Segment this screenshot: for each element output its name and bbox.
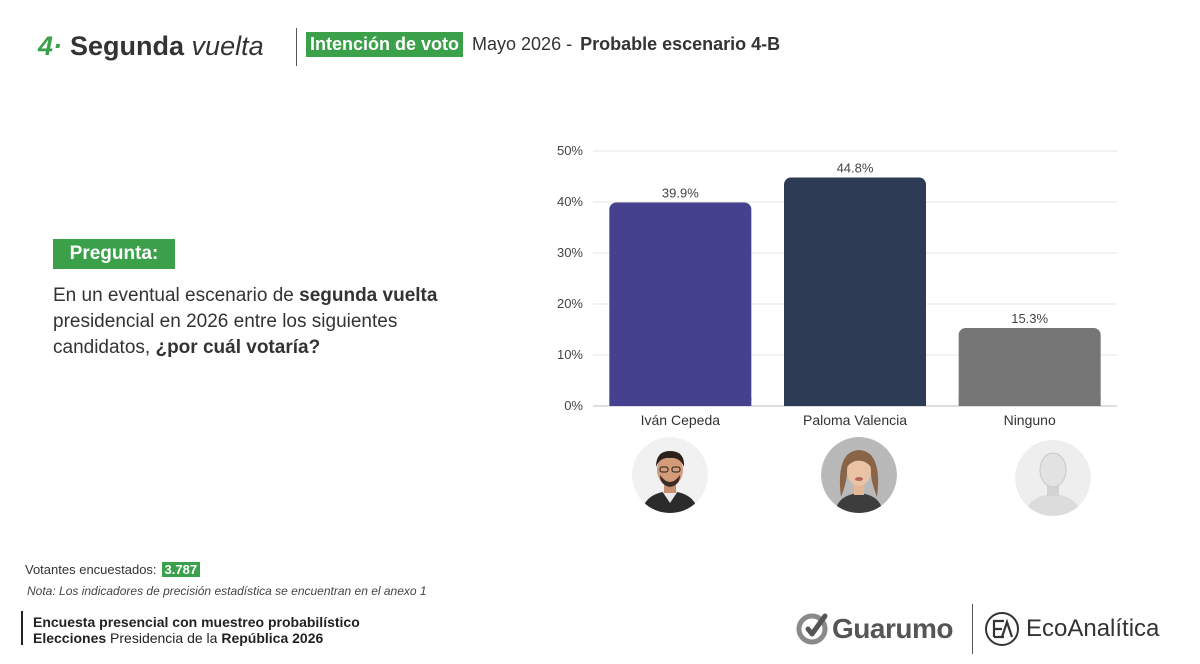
bar-base [958, 398, 1101, 406]
y-tick-label: 0% [564, 398, 583, 413]
paloma-valencia-photo-icon [821, 437, 897, 513]
section-number: 4· [38, 30, 63, 61]
bar-base [609, 398, 752, 406]
ninguno-mannequin-icon [1015, 440, 1091, 516]
guarumo-wordmark: Guarumo [832, 613, 953, 644]
y-tick-label: 10% [557, 347, 583, 362]
survey-scope-bold-1: Elecciones [33, 630, 107, 646]
ecoanalitica-logo: EcoAnalítica [984, 611, 1159, 647]
x-tick-label: Iván Cepeda [641, 412, 721, 428]
page-header: 4· Segunda vuelta [38, 26, 264, 66]
survey-info: Encuesta presencial con muestreo probabi… [33, 614, 360, 646]
scenario-label: Probable escenario 4-B [580, 34, 781, 54]
precision-note: Nota: Los indicadores de precisión estad… [27, 584, 427, 598]
data-label: 15.3% [1011, 311, 1048, 326]
question-bold-1: segunda vuelta [299, 285, 438, 306]
question-part-1: En un eventual escenario de [53, 285, 300, 306]
sample-value-badge: 3.787 [161, 562, 201, 577]
y-tick-label: 50% [557, 143, 583, 158]
y-tick-label: 20% [557, 296, 583, 311]
sample-size: Votantes encuestados: 3.787 [25, 562, 201, 577]
data-label: 44.8% [837, 161, 874, 176]
bar [958, 327, 1101, 406]
period-label: Mayo 2026 - [472, 34, 573, 54]
question-badge: Pregunta: [53, 239, 175, 269]
question-bold-2: ¿por cuál votaría? [155, 337, 321, 358]
x-tick-label: Ninguno [1004, 412, 1056, 428]
ecoanalitica-mark-icon [985, 612, 1019, 646]
survey-method: Encuesta presencial con muestreo probabi… [33, 614, 360, 630]
y-tick-label: 40% [557, 194, 583, 209]
bar [784, 177, 926, 406]
x-tick-label: Paloma Valencia [803, 412, 907, 428]
ecoanalitica-wordmark: EcoAnalítica [1026, 615, 1160, 642]
vote-intention-bar-chart: 0% 10% 20% 30% 40% 50% 39.9% Iván Cepeda 44.8% Pa… [557, 143, 1117, 428]
ivan-cepeda-photo-icon [632, 437, 708, 513]
bar-base [784, 398, 926, 406]
header-subtitle: Intención de voto Mayo 2026 - Probable e… [306, 32, 780, 57]
bar [609, 202, 752, 406]
sample-label: Votantes encuestados: [25, 562, 157, 577]
guarumo-mark-icon [796, 613, 828, 645]
y-tick-label: 30% [557, 245, 583, 260]
survey-method-text: Encuesta presencial con muestreo probabi… [33, 614, 360, 630]
question-part-2: presidencial en 2026 entre los siguiente… [53, 311, 398, 358]
guarumo-logo: Guarumo [795, 612, 953, 646]
page-title: Segunda vuelta [70, 31, 264, 62]
data-label: 39.9% [662, 186, 699, 201]
survey-scope-bold-2: República 2026 [221, 630, 324, 646]
footer-accent-bar [21, 611, 23, 645]
survey-scope: Elecciones Presidencia de la República 2… [33, 630, 360, 646]
title-bold: Segunda [70, 30, 185, 61]
header-divider [296, 28, 297, 66]
survey-scope-regular: Presidencia de la [106, 630, 222, 646]
logo-divider [972, 604, 973, 654]
topic-badge: Intención de voto [306, 32, 464, 57]
title-italic: vuelta [191, 30, 264, 61]
question-text: En un eventual escenario de segunda vuel… [53, 283, 473, 361]
